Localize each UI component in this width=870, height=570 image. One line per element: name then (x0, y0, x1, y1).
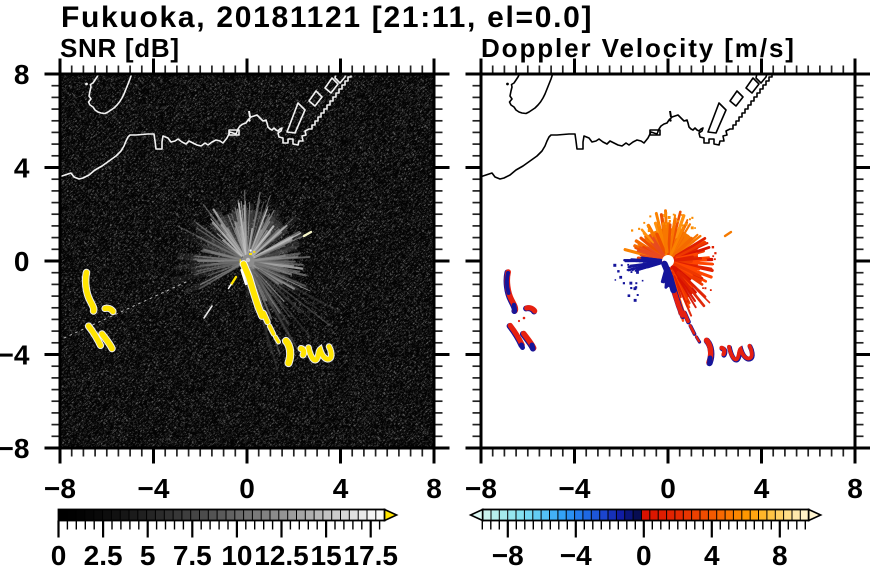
svg-text:0: 0 (660, 473, 676, 504)
svg-text:0: 0 (636, 540, 652, 570)
svg-text:−4: −4 (560, 540, 592, 570)
svg-text:4: 4 (333, 473, 349, 504)
svg-text:Fukuoka, 20181121 [21:11, el=0: Fukuoka, 20181121 [21:11, el=0.0] (61, 1, 593, 34)
svg-text:8: 8 (772, 540, 788, 570)
svg-text:−8: −8 (465, 473, 497, 504)
svg-text:8: 8 (426, 473, 442, 504)
svg-text:4: 4 (704, 540, 720, 570)
svg-text:SNR [dB]: SNR [dB] (60, 33, 180, 63)
svg-text:4: 4 (754, 473, 770, 504)
svg-text:−8: −8 (0, 433, 30, 464)
svg-text:Doppler Velocity [m/s]: Doppler Velocity [m/s] (481, 33, 796, 63)
svg-text:2.5: 2.5 (84, 540, 123, 570)
svg-text:−4: −4 (559, 473, 591, 504)
svg-text:−8: −8 (44, 473, 76, 504)
svg-text:8: 8 (847, 473, 863, 504)
svg-text:0: 0 (51, 540, 67, 570)
svg-text:0: 0 (14, 246, 30, 277)
svg-text:−8: −8 (492, 540, 524, 570)
svg-text:15: 15 (311, 540, 342, 570)
svg-text:17.5: 17.5 (343, 540, 398, 570)
svg-text:0: 0 (239, 473, 255, 504)
svg-text:5: 5 (140, 540, 156, 570)
svg-text:−4: −4 (0, 340, 30, 371)
svg-text:4: 4 (14, 153, 30, 184)
svg-text:7.5: 7.5 (173, 540, 212, 570)
svg-text:10: 10 (221, 540, 252, 570)
svg-text:−4: −4 (138, 473, 170, 504)
svg-text:8: 8 (14, 59, 30, 90)
svg-text:12.5: 12.5 (254, 540, 309, 570)
